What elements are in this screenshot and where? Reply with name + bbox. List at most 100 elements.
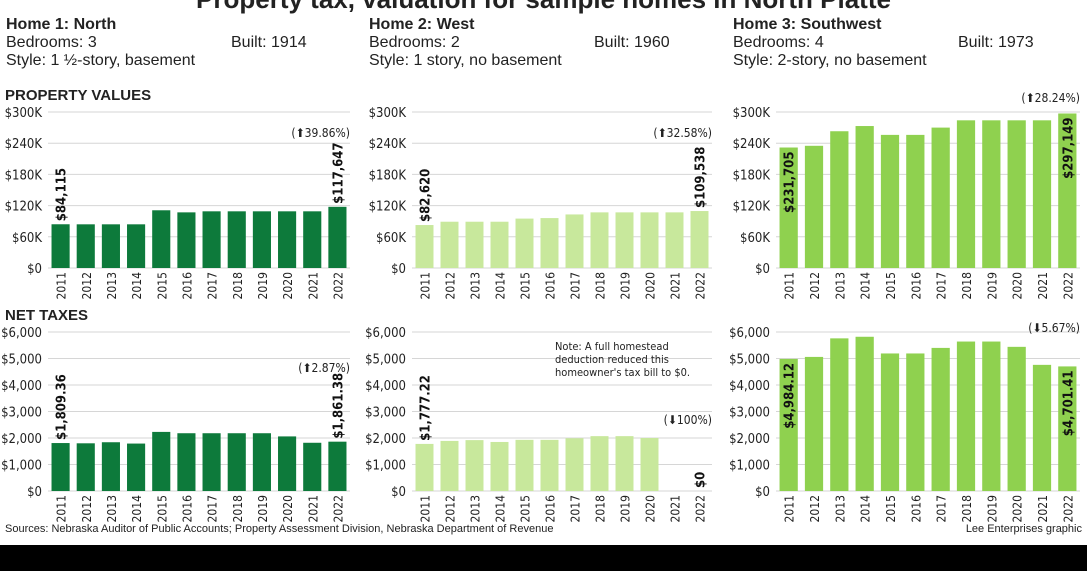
x-tick-label: 2018 — [594, 495, 608, 523]
y-tick-label: $180K — [5, 168, 43, 183]
bar — [665, 212, 684, 268]
data-label-first: $1,809.36 — [55, 374, 70, 440]
bar — [202, 211, 221, 268]
bar — [440, 221, 459, 268]
y-tick-label: $2,000 — [729, 432, 770, 447]
change-annotation: (⬆28.24%) — [1021, 91, 1080, 105]
bar — [152, 210, 171, 268]
x-tick-label: 2021 — [669, 272, 683, 299]
x-tick-label: 2016 — [180, 495, 194, 523]
bar — [328, 206, 347, 268]
chart-net-taxes-home1: $0 $1,000 $2,000 $3,000 $4,000 $5,000 $6,000 20… — [1, 326, 350, 522]
y-tick-label: $4,000 — [365, 379, 406, 394]
x-tick-label: 2021 — [1036, 495, 1050, 522]
change-annotation: (⬆32.58%) — [653, 126, 712, 140]
bar — [590, 436, 609, 491]
bar — [101, 442, 120, 491]
x-tick-label: 2015 — [155, 495, 169, 522]
bar — [906, 353, 925, 491]
x-tick-label: 2014 — [130, 495, 144, 523]
bar — [51, 224, 70, 268]
change-annotation: (⬇100%) — [664, 413, 712, 427]
bar — [252, 433, 271, 491]
bar — [1058, 366, 1077, 491]
x-tick-label: 2022 — [331, 495, 345, 522]
x-tick-label: 2015 — [155, 272, 169, 299]
x-tick-label: 2015 — [519, 272, 533, 299]
bar — [76, 443, 95, 491]
x-tick-label: 2014 — [494, 495, 508, 523]
x-tick-label: 2012 — [80, 495, 94, 522]
bar — [640, 438, 659, 491]
x-tick-label: 2020 — [644, 272, 658, 300]
y-tick-label: $5,000 — [365, 353, 406, 368]
bar — [127, 224, 146, 268]
x-tick-label: 2021 — [1036, 272, 1050, 299]
y-tick-label: $4,000 — [729, 379, 770, 394]
y-tick-label: $3,000 — [365, 406, 406, 421]
bar — [1032, 120, 1052, 268]
bar — [515, 439, 534, 491]
change-annotation: (⬆39.86%) — [291, 126, 350, 140]
x-tick-label: 2016 — [909, 495, 923, 523]
x-tick-label: 2019 — [619, 495, 633, 523]
bar — [880, 134, 900, 268]
x-tick-label: 2018 — [960, 495, 974, 523]
bar — [956, 341, 976, 491]
bar — [931, 347, 950, 491]
bar — [127, 443, 146, 491]
x-tick-label: 2012 — [444, 272, 458, 299]
y-tick-label: $120K — [5, 200, 43, 215]
x-tick-label: 2017 — [569, 272, 583, 299]
bedrooms: Bedrooms: 4 — [733, 34, 824, 51]
x-tick-label: 2016 — [544, 495, 558, 523]
x-tick-label: 2013 — [469, 495, 483, 522]
x-tick-label: 2013 — [469, 272, 483, 299]
x-tick-label: 2011 — [783, 272, 797, 299]
x-tick-label: 2014 — [859, 495, 873, 523]
chart-property-values-home3: $0 $60K $120K $180K $240K $300K 2011 2012 2013 20… — [733, 91, 1080, 299]
x-tick-label: 2011 — [783, 495, 797, 522]
y-tick-label: $60K — [376, 231, 406, 246]
bar — [202, 433, 221, 491]
home-details: Bedrooms: 3 Built: 1914 — [6, 34, 336, 52]
x-tick-label: 2015 — [884, 495, 898, 522]
x-tick-label: 2015 — [519, 495, 533, 522]
bar — [1007, 346, 1026, 491]
bar — [101, 224, 120, 268]
y-tick-label: $240K — [5, 137, 43, 152]
bar — [1007, 120, 1026, 268]
note-line: deduction reduced this — [555, 353, 669, 366]
chart-property-values-home1: $0 $60K $120K $180K $240K $300K 2011 2012 2013 20… — [5, 106, 350, 299]
bedrooms: Bedrooms: 3 — [6, 34, 97, 51]
bar — [440, 440, 459, 491]
bar — [855, 336, 874, 491]
y-tick-label: $3,000 — [1, 406, 42, 421]
bar — [177, 212, 196, 268]
x-tick-label: 2022 — [1061, 272, 1075, 299]
y-tick-label: $300K — [369, 106, 407, 121]
x-tick-label: 2020 — [644, 495, 658, 523]
x-tick-label: 2013 — [105, 272, 119, 299]
y-tick-label: $0 — [755, 485, 770, 500]
x-tick-label: 2014 — [494, 272, 508, 300]
y-tick-label: $3,000 — [729, 406, 770, 421]
data-label-first: $1,777.22 — [419, 375, 434, 441]
chart-property-values-home2: $0 $60K $120K $180K $240K $300K 2011 2012 2013 20… — [369, 106, 712, 299]
bar — [690, 211, 709, 268]
data-label-first: $82,620 — [419, 169, 434, 222]
x-tick-label: 2021 — [306, 272, 320, 299]
bar — [615, 436, 634, 491]
y-tick-label: $240K — [369, 137, 407, 152]
home-style: Style: 1 ½-story, basement — [6, 52, 196, 69]
bar — [465, 440, 484, 491]
x-tick-label: 2019 — [619, 272, 633, 300]
data-label-first: $84,115 — [55, 168, 70, 221]
y-tick-label: $2,000 — [1, 432, 42, 447]
x-tick-label: 2011 — [419, 495, 433, 522]
x-tick-label: 2014 — [130, 272, 144, 300]
x-tick-label: 2020 — [1011, 272, 1025, 300]
credit: Lee Enterprises graphic — [965, 523, 1082, 535]
bar — [804, 356, 824, 491]
